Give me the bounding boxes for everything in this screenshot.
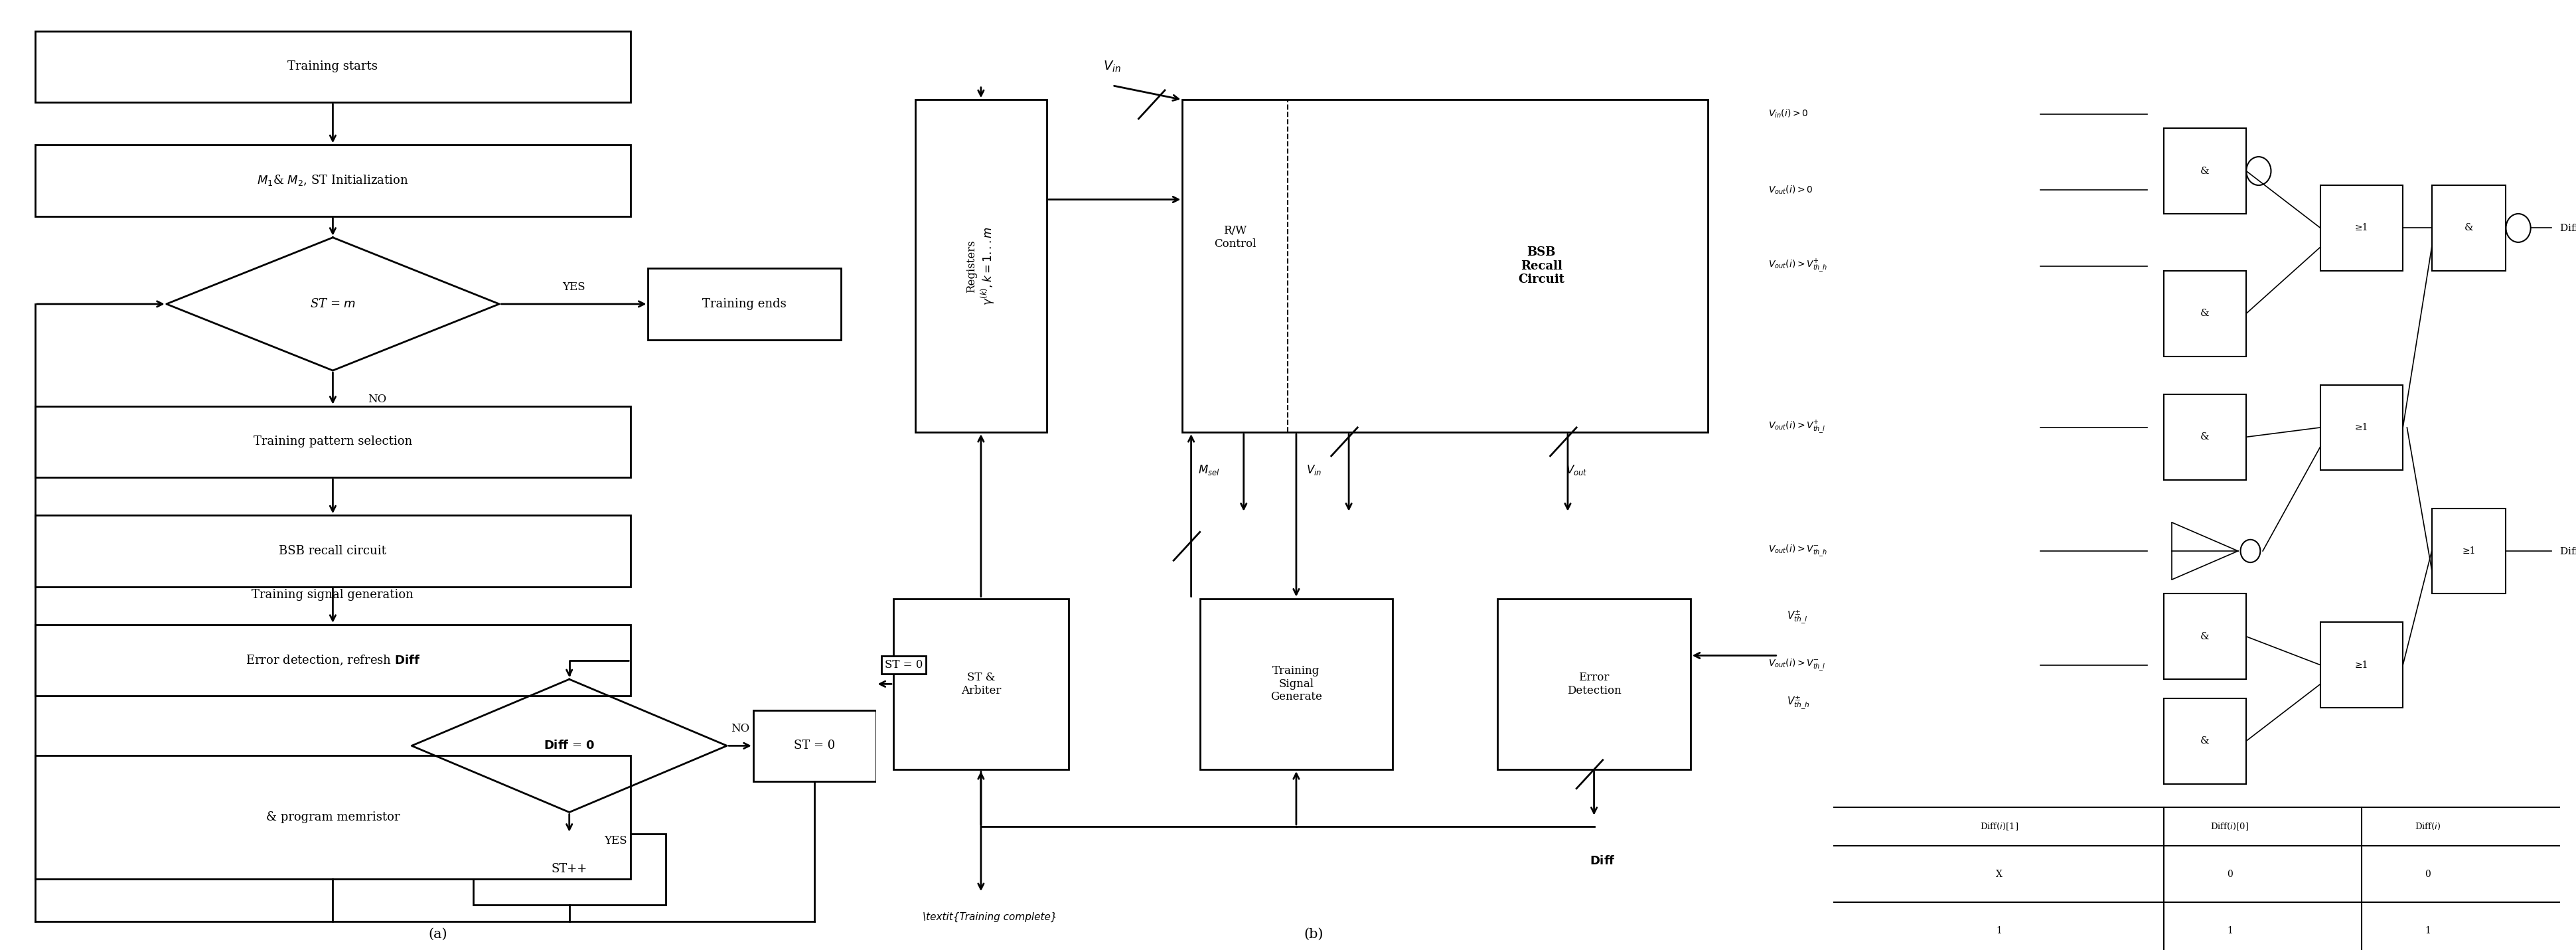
Text: 1: 1 [2226,926,2233,936]
Text: $V_{out}(i)>V_{th\_h}^{+}$: $V_{out}(i)>V_{th\_h}^{+}$ [1767,258,1826,274]
Text: 0: 0 [2226,869,2233,879]
FancyBboxPatch shape [2164,271,2246,356]
FancyBboxPatch shape [2164,394,2246,480]
Text: 1: 1 [1996,926,2002,936]
Text: $\boldsymbol{V_{out}}$: $\boldsymbol{V_{out}}$ [1566,464,1587,477]
Text: (a): (a) [428,928,448,940]
Text: ≥1: ≥1 [2463,546,2476,556]
FancyBboxPatch shape [2321,385,2403,470]
Text: &: & [2200,632,2210,641]
Text: YES: YES [605,835,629,846]
FancyBboxPatch shape [1182,100,1708,432]
FancyBboxPatch shape [2164,594,2246,679]
Text: Training pattern selection: Training pattern selection [252,436,412,447]
FancyBboxPatch shape [36,755,631,879]
Text: \textit{Training complete}: \textit{Training complete} [922,912,1056,922]
FancyBboxPatch shape [36,30,631,103]
FancyBboxPatch shape [1200,598,1394,770]
Text: Training ends: Training ends [703,298,786,310]
Text: $\boldsymbol{V_{in}}$: $\boldsymbol{V_{in}}$ [1306,464,1321,477]
Text: $M_1$& $M_2$, ST Initialization: $M_1$& $M_2$, ST Initialization [258,174,410,187]
Text: $\boldsymbol{V_{th\_l}^{\pm}}$: $\boldsymbol{V_{th\_l}^{\pm}}$ [1788,610,1808,625]
Text: Diff$(i)$[0]: Diff$(i)$[0] [2210,821,2249,832]
FancyBboxPatch shape [36,407,631,477]
Text: R/W
Control: R/W Control [1213,225,1257,250]
Text: &: & [2200,432,2210,442]
Text: Diff$(i)$[1]: Diff$(i)$[1] [1978,821,2020,832]
Text: ST &
Arbiter: ST & Arbiter [961,672,1002,696]
Text: &: & [2200,309,2210,318]
Text: Diff$(i)$: Diff$(i)$ [2414,822,2439,831]
Text: ≥1: ≥1 [2354,660,2367,670]
FancyBboxPatch shape [474,834,665,904]
Text: $V_{out}(i)>V_{th\_l}^{-}$: $V_{out}(i)>V_{th\_l}^{-}$ [1767,657,1826,673]
Text: 0: 0 [2424,869,2432,879]
Text: Training signal generation: Training signal generation [252,589,415,600]
Text: $V_{out}(i)>0$: $V_{out}(i)>0$ [1767,184,1814,196]
Text: BSB
Recall
Circuit: BSB Recall Circuit [1517,246,1564,286]
FancyBboxPatch shape [2432,508,2506,594]
Text: Diff$(i)$[0]: Diff$(i)$[0] [2561,222,2576,234]
Text: &: & [2200,736,2210,746]
Text: Error
Detection: Error Detection [1566,672,1620,696]
Text: $\mathbf{Diff}$ = $\mathbf{0}$: $\mathbf{Diff}$ = $\mathbf{0}$ [544,740,595,751]
FancyBboxPatch shape [894,598,1069,770]
Text: Training
Signal
Generate: Training Signal Generate [1270,665,1321,703]
FancyBboxPatch shape [752,711,876,781]
FancyBboxPatch shape [1497,598,1690,770]
FancyBboxPatch shape [2164,698,2246,784]
FancyBboxPatch shape [2432,185,2506,271]
Text: NO: NO [732,723,750,734]
FancyBboxPatch shape [914,100,1046,432]
Text: YES: YES [562,281,585,293]
FancyBboxPatch shape [649,268,840,339]
FancyBboxPatch shape [2321,622,2403,708]
Text: X: X [1996,869,2002,879]
Text: ST = 0: ST = 0 [884,659,922,671]
Text: ≥1: ≥1 [2354,423,2367,432]
Text: $V_{out}(i)>V_{th\_h}^{-}$: $V_{out}(i)>V_{th\_h}^{-}$ [1767,543,1826,559]
Text: ≥1: ≥1 [2354,223,2367,233]
Text: Error detection, refresh $\mathbf{Diff}$: Error detection, refresh $\mathbf{Diff}$ [245,654,420,667]
Text: &: & [2465,223,2473,233]
Text: Training starts: Training starts [289,61,379,72]
Text: ST = $m$: ST = $m$ [309,298,355,310]
FancyBboxPatch shape [36,515,631,587]
Text: NO: NO [368,393,386,405]
Text: $\mathbf{Diff}$: $\mathbf{Diff}$ [1589,855,1615,867]
Text: ST = 0: ST = 0 [793,740,835,751]
Text: 1: 1 [2424,926,2432,936]
FancyBboxPatch shape [36,144,631,216]
Text: $V_{out}(i)>V_{th\_l}^{+}$: $V_{out}(i)>V_{th\_l}^{+}$ [1767,420,1826,435]
Text: (b): (b) [1303,928,1324,940]
Text: $V_{in}(i)>0$: $V_{in}(i)>0$ [1767,108,1808,120]
Text: &: & [2200,166,2210,176]
Text: $\boldsymbol{V_{in}}$: $\boldsymbol{V_{in}}$ [1103,60,1121,73]
Text: BSB recall circuit: BSB recall circuit [278,545,386,557]
FancyBboxPatch shape [2321,185,2403,271]
Text: $M_{sel}$: $M_{sel}$ [1198,464,1218,477]
Text: ST++: ST++ [551,864,587,875]
Text: $\boldsymbol{V_{th\_h}^{\pm}}$: $\boldsymbol{V_{th\_h}^{\pm}}$ [1788,695,1811,711]
Text: Registers
$\gamma^{(k)}, k=1...m$: Registers $\gamma^{(k)}, k=1...m$ [966,227,997,305]
FancyBboxPatch shape [2164,128,2246,214]
Text: Diff$(i)$[1]: Diff$(i)$[1] [2561,545,2576,557]
Text: & program memristor: & program memristor [265,811,399,823]
FancyBboxPatch shape [36,625,631,695]
